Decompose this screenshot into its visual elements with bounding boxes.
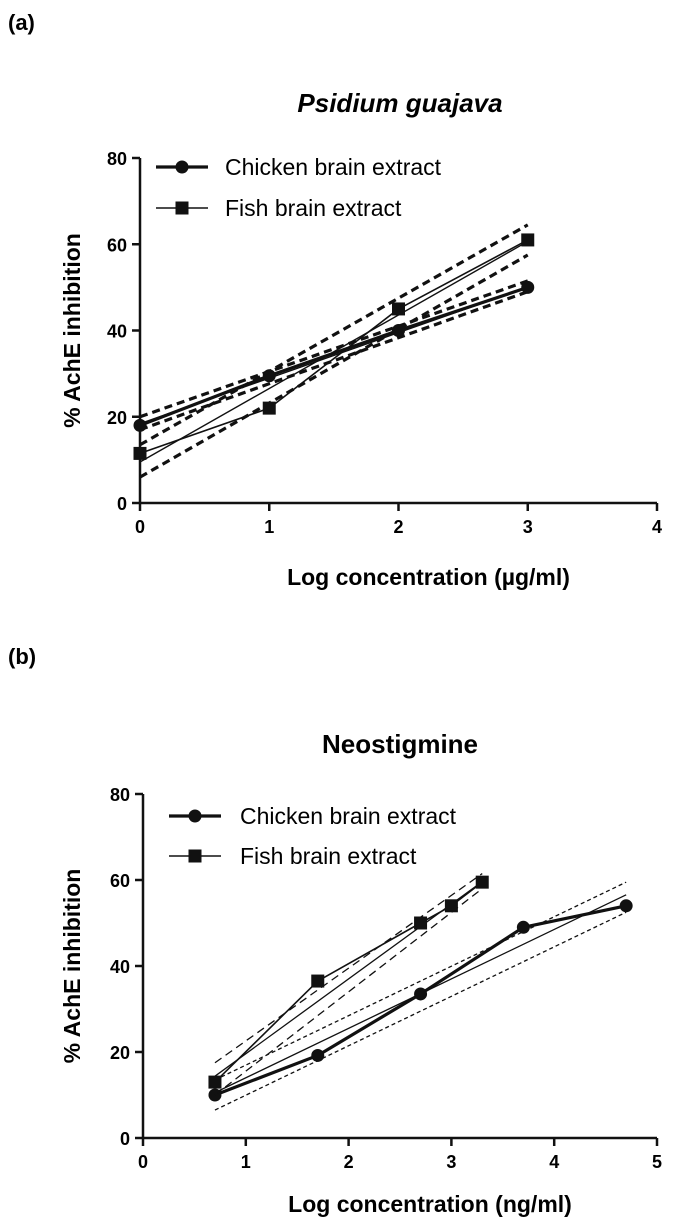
legend-entry: Fish brain extract [169, 843, 417, 869]
chart-panel-b: (b) Neostigmine 0 1 2 3 4 5 0 20 40 60 80 Log concent… [8, 644, 662, 1217]
y-tick-label: 60 [107, 235, 127, 255]
regression-line [139, 240, 529, 463]
confidence-upper-line [139, 223, 529, 447]
legend-entry: Fish brain extract [156, 195, 402, 221]
data-point [444, 899, 458, 913]
series-line [214, 881, 483, 1083]
legend-label: Chicken brain extract [240, 803, 457, 829]
data-point [262, 401, 276, 415]
data-point [521, 280, 535, 294]
legend-label: Chicken brain extract [225, 154, 442, 180]
y-tick-label: 40 [110, 957, 130, 977]
series-fish-brain-extract [133, 223, 535, 479]
confidence-lower-line [139, 253, 529, 479]
x-tick-label: 5 [652, 1152, 662, 1172]
y-tick-label: 40 [107, 322, 127, 342]
legend-marker [188, 849, 202, 863]
data-point [414, 916, 428, 930]
y-axis-label: % AchE inhibition [59, 869, 85, 1064]
x-tick-label: 3 [446, 1152, 456, 1172]
legend-marker [188, 809, 202, 823]
legend-entry: Chicken brain extract [169, 803, 457, 829]
data-point [516, 920, 530, 934]
legend-marker [175, 201, 189, 215]
legend-label: Fish brain extract [240, 843, 417, 869]
series-line [139, 239, 529, 455]
legend-label: Fish brain extract [225, 195, 402, 221]
confidence-lower-line [139, 290, 529, 432]
data-point [311, 1048, 325, 1062]
series-line [139, 285, 529, 427]
data-point [311, 974, 325, 988]
confidence-upper-line [214, 873, 483, 1064]
data-point [392, 302, 405, 316]
chart-title: Neostigmine [322, 729, 478, 759]
x-tick-label: 3 [523, 517, 533, 537]
x-tick-label: 0 [135, 517, 145, 537]
legend-marker [175, 160, 189, 174]
y-tick-label: 60 [110, 871, 130, 891]
y-tick-label: 80 [107, 149, 127, 169]
legend-entry: Chicken brain extract [156, 154, 442, 180]
series-chicken-brain-extract [208, 881, 633, 1111]
x-tick-label: 4 [652, 517, 662, 537]
y-tick-label: 0 [120, 1129, 130, 1149]
panel-label: (b) [8, 644, 36, 669]
x-tick-label: 2 [393, 517, 403, 537]
series-fish-brain-extract [208, 873, 489, 1096]
x-tick-label: 1 [241, 1152, 251, 1172]
y-tick-label: 0 [117, 494, 127, 514]
data-point [208, 1075, 222, 1089]
y-axis-label: % AchE inhibition [59, 233, 85, 428]
confidence-upper-line [139, 279, 529, 419]
x-tick-label: 2 [344, 1152, 354, 1172]
data-point [133, 446, 147, 460]
confidence-upper-line [214, 881, 627, 1081]
x-axis-label: Log concentration (ng/ml) [288, 1191, 572, 1217]
confidence-lower-line [214, 911, 627, 1111]
y-tick-label: 20 [110, 1043, 130, 1063]
y-tick-label: 20 [107, 408, 127, 428]
panel-label: (a) [8, 10, 35, 35]
x-axis-label: Log concentration (µg/ml) [287, 564, 570, 590]
y-tick-label: 80 [110, 785, 130, 805]
data-point [619, 899, 633, 913]
x-tick-label: 0 [138, 1152, 148, 1172]
data-point [414, 987, 428, 1001]
data-point [521, 233, 535, 247]
x-tick-label: 4 [549, 1152, 559, 1172]
chart-title: Psidium guajava [297, 88, 502, 118]
series-chicken-brain-extract [133, 279, 535, 432]
data-point [133, 418, 147, 432]
confidence-lower-line [214, 888, 483, 1096]
x-tick-label: 1 [264, 517, 274, 537]
data-point [475, 875, 489, 889]
